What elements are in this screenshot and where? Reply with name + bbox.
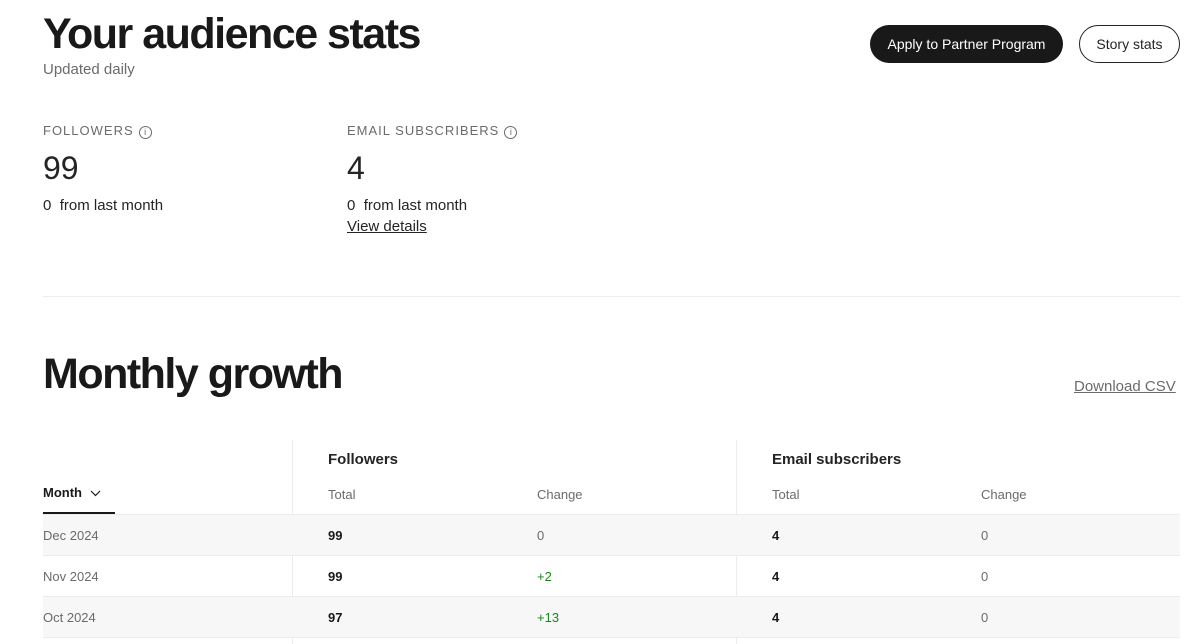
chevron-down-icon — [90, 485, 101, 500]
followers-count: 99 — [43, 150, 79, 186]
page-subtitle: Updated daily — [43, 61, 135, 78]
month-cell: Dec 2024 — [43, 528, 99, 543]
email-change-cell: 0 — [981, 569, 989, 584]
email-group-header: Email subscribers — [772, 451, 902, 468]
email-change-value: 0 — [347, 197, 356, 214]
table-row: Nov 2024 99 +2 4 0 — [43, 555, 1180, 596]
info-icon[interactable]: i — [504, 126, 518, 139]
email-subscribers-label: EMAIL SUBSCRIBERS i — [347, 123, 518, 139]
followers-change-value: 0 — [43, 197, 52, 214]
email-subscribers-count: 4 — [347, 150, 365, 186]
followers-label-text: FOLLOWERS — [43, 123, 134, 138]
table-row: Dec 2024 99 0 4 0 — [43, 514, 1180, 555]
followers-change-header[interactable]: Change — [537, 487, 583, 502]
month-cell: Oct 2024 — [43, 610, 96, 625]
followers-total-header[interactable]: Total — [328, 487, 356, 502]
month-cell: Nov 2024 — [43, 569, 99, 584]
month-header-text: Month — [43, 485, 82, 500]
email-label-text: EMAIL SUBSCRIBERS — [347, 123, 500, 138]
email-total-header[interactable]: Total — [772, 487, 800, 502]
followers-change-cell: 0 — [537, 528, 545, 543]
followers-change-cell: +2 — [537, 569, 552, 584]
info-icon[interactable]: i — [138, 126, 152, 139]
followers-total-cell: 99 — [328, 569, 343, 584]
email-change-header[interactable]: Change — [981, 487, 1027, 502]
email-change: 0 from last month — [347, 197, 467, 214]
table-row-partial — [43, 637, 1180, 644]
followers-change-cell: +13 — [537, 610, 560, 625]
followers-total-cell: 99 — [328, 528, 343, 543]
page-title: Your audience stats — [43, 10, 421, 58]
email-change-cell: 0 — [981, 610, 989, 625]
followers-change-text: from last month — [59, 197, 164, 214]
followers-change: 0 from last month — [43, 197, 163, 214]
apply-partner-program-button[interactable]: Apply to Partner Program — [870, 25, 1063, 63]
table-row: Oct 2024 97 +13 4 0 — [43, 596, 1180, 637]
section-title: Monthly growth — [43, 350, 344, 398]
followers-label: FOLLOWERS i — [43, 123, 152, 139]
followers-group-header: Followers — [328, 451, 399, 468]
email-total-cell: 4 — [772, 610, 780, 625]
month-sort-header[interactable]: Month — [43, 485, 115, 514]
divider — [43, 296, 1180, 297]
download-csv-link[interactable]: Download CSV — [1074, 378, 1176, 395]
email-total-cell: 4 — [772, 569, 780, 584]
story-stats-button[interactable]: Story stats — [1079, 25, 1180, 63]
followers-total-cell: 97 — [328, 610, 343, 625]
view-details-link[interactable]: View details — [347, 218, 427, 235]
email-change-cell: 0 — [981, 528, 989, 543]
email-total-cell: 4 — [772, 528, 780, 543]
email-change-text: from last month — [363, 197, 468, 214]
